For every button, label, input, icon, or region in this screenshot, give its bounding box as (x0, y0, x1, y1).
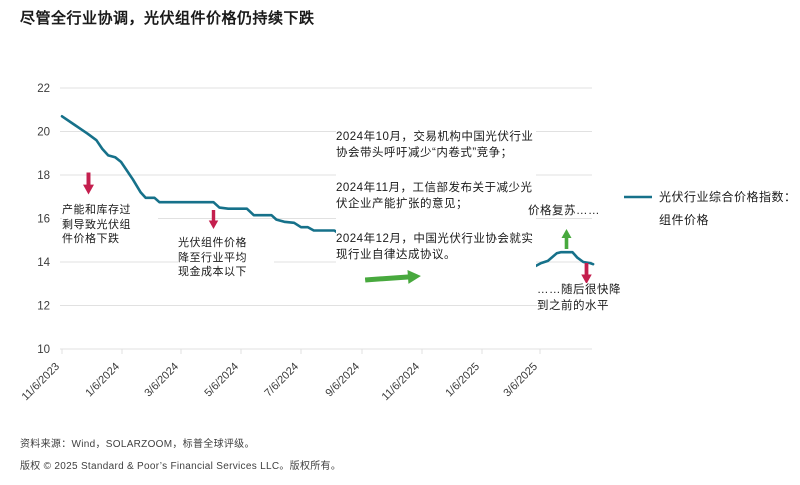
svg-text:3/6/2024: 3/6/2024 (142, 361, 181, 400)
svg-text:16: 16 (37, 214, 50, 226)
green-right-arrow (364, 269, 421, 284)
red-down-arrow (208, 210, 219, 229)
copyright-note: 版权 © 2025 Standard & Poor’s Financial Se… (20, 461, 342, 472)
red-down-arrow (581, 263, 592, 284)
svg-text:11/6/2024: 11/6/2024 (380, 361, 423, 404)
annotation-policy-timeline: 2024年10月，交易机构中国光伏行业 协会带头呼吁减少“内卷式”竞争； 202… (336, 113, 536, 282)
red-down-arrow (83, 172, 94, 195)
timeline-item-oct: 2024年10月，交易机构中国光伏行业 协会带头呼吁减少“内卷式”竞争； (336, 131, 534, 159)
annotation-below-cost: 光伏组件价格 降至行业平均 现金成本以下 (178, 236, 274, 280)
green-up-arrow (561, 229, 572, 249)
legend-line-swatch (624, 195, 652, 199)
annotation-fallback: ……随后很快降 到之前的水平 (537, 283, 621, 314)
legend-label-line2: 组件价格 (659, 212, 710, 227)
svg-text:18: 18 (37, 170, 50, 182)
svg-text:11/6/2023: 11/6/2023 (20, 361, 63, 404)
svg-text:20: 20 (37, 127, 50, 139)
svg-text:14: 14 (37, 257, 50, 269)
svg-text:3/6/2025: 3/6/2025 (501, 361, 540, 400)
timeline-item-nov: 2024年11月，工信部发布关于减少光 伏企业产能扩张的意见； (336, 182, 533, 210)
svg-text:5/6/2024: 5/6/2024 (202, 361, 241, 400)
timeline-item-dec: 2024年12月，中国光伏行业协会就实 现行业自律达成协议。 (336, 233, 534, 261)
svg-text:9/6/2024: 9/6/2024 (323, 361, 362, 400)
legend: 光伏行业综合价格指数： 组件价格 (624, 186, 797, 231)
legend-label: 光伏行业综合价格指数： 组件价格 (659, 186, 797, 231)
svg-text:7/6/2024: 7/6/2024 (262, 361, 301, 400)
annotation-capacity-glut: 产能和库存过 剩导致光伏组 件价格下跌 (62, 203, 158, 247)
annotation-price-recovery: 价格复苏…… (528, 205, 600, 217)
svg-text:10: 10 (37, 344, 50, 356)
svg-text:12: 12 (37, 301, 50, 313)
chart-title: 尽管全行业协调，光伏组件价格仍持续下跌 (20, 10, 315, 27)
legend-label-line1: 光伏行业综合价格指数： (659, 190, 797, 204)
svg-text:1/6/2025: 1/6/2025 (443, 361, 482, 400)
svg-text:1/6/2024: 1/6/2024 (83, 361, 122, 400)
svg-text:22: 22 (37, 83, 50, 95)
source-note: 资料来源：Wind，SOLARZOOM，标普全球评级。 (20, 439, 255, 450)
